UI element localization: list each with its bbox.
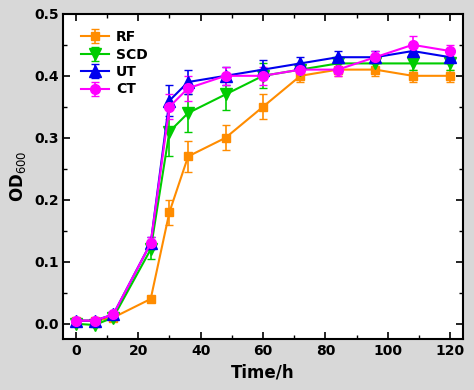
- X-axis label: Time/h: Time/h: [231, 363, 295, 382]
- Y-axis label: OD$_{600}$: OD$_{600}$: [9, 151, 28, 202]
- Legend: RF, SCD, UT, CT: RF, SCD, UT, CT: [78, 27, 150, 99]
